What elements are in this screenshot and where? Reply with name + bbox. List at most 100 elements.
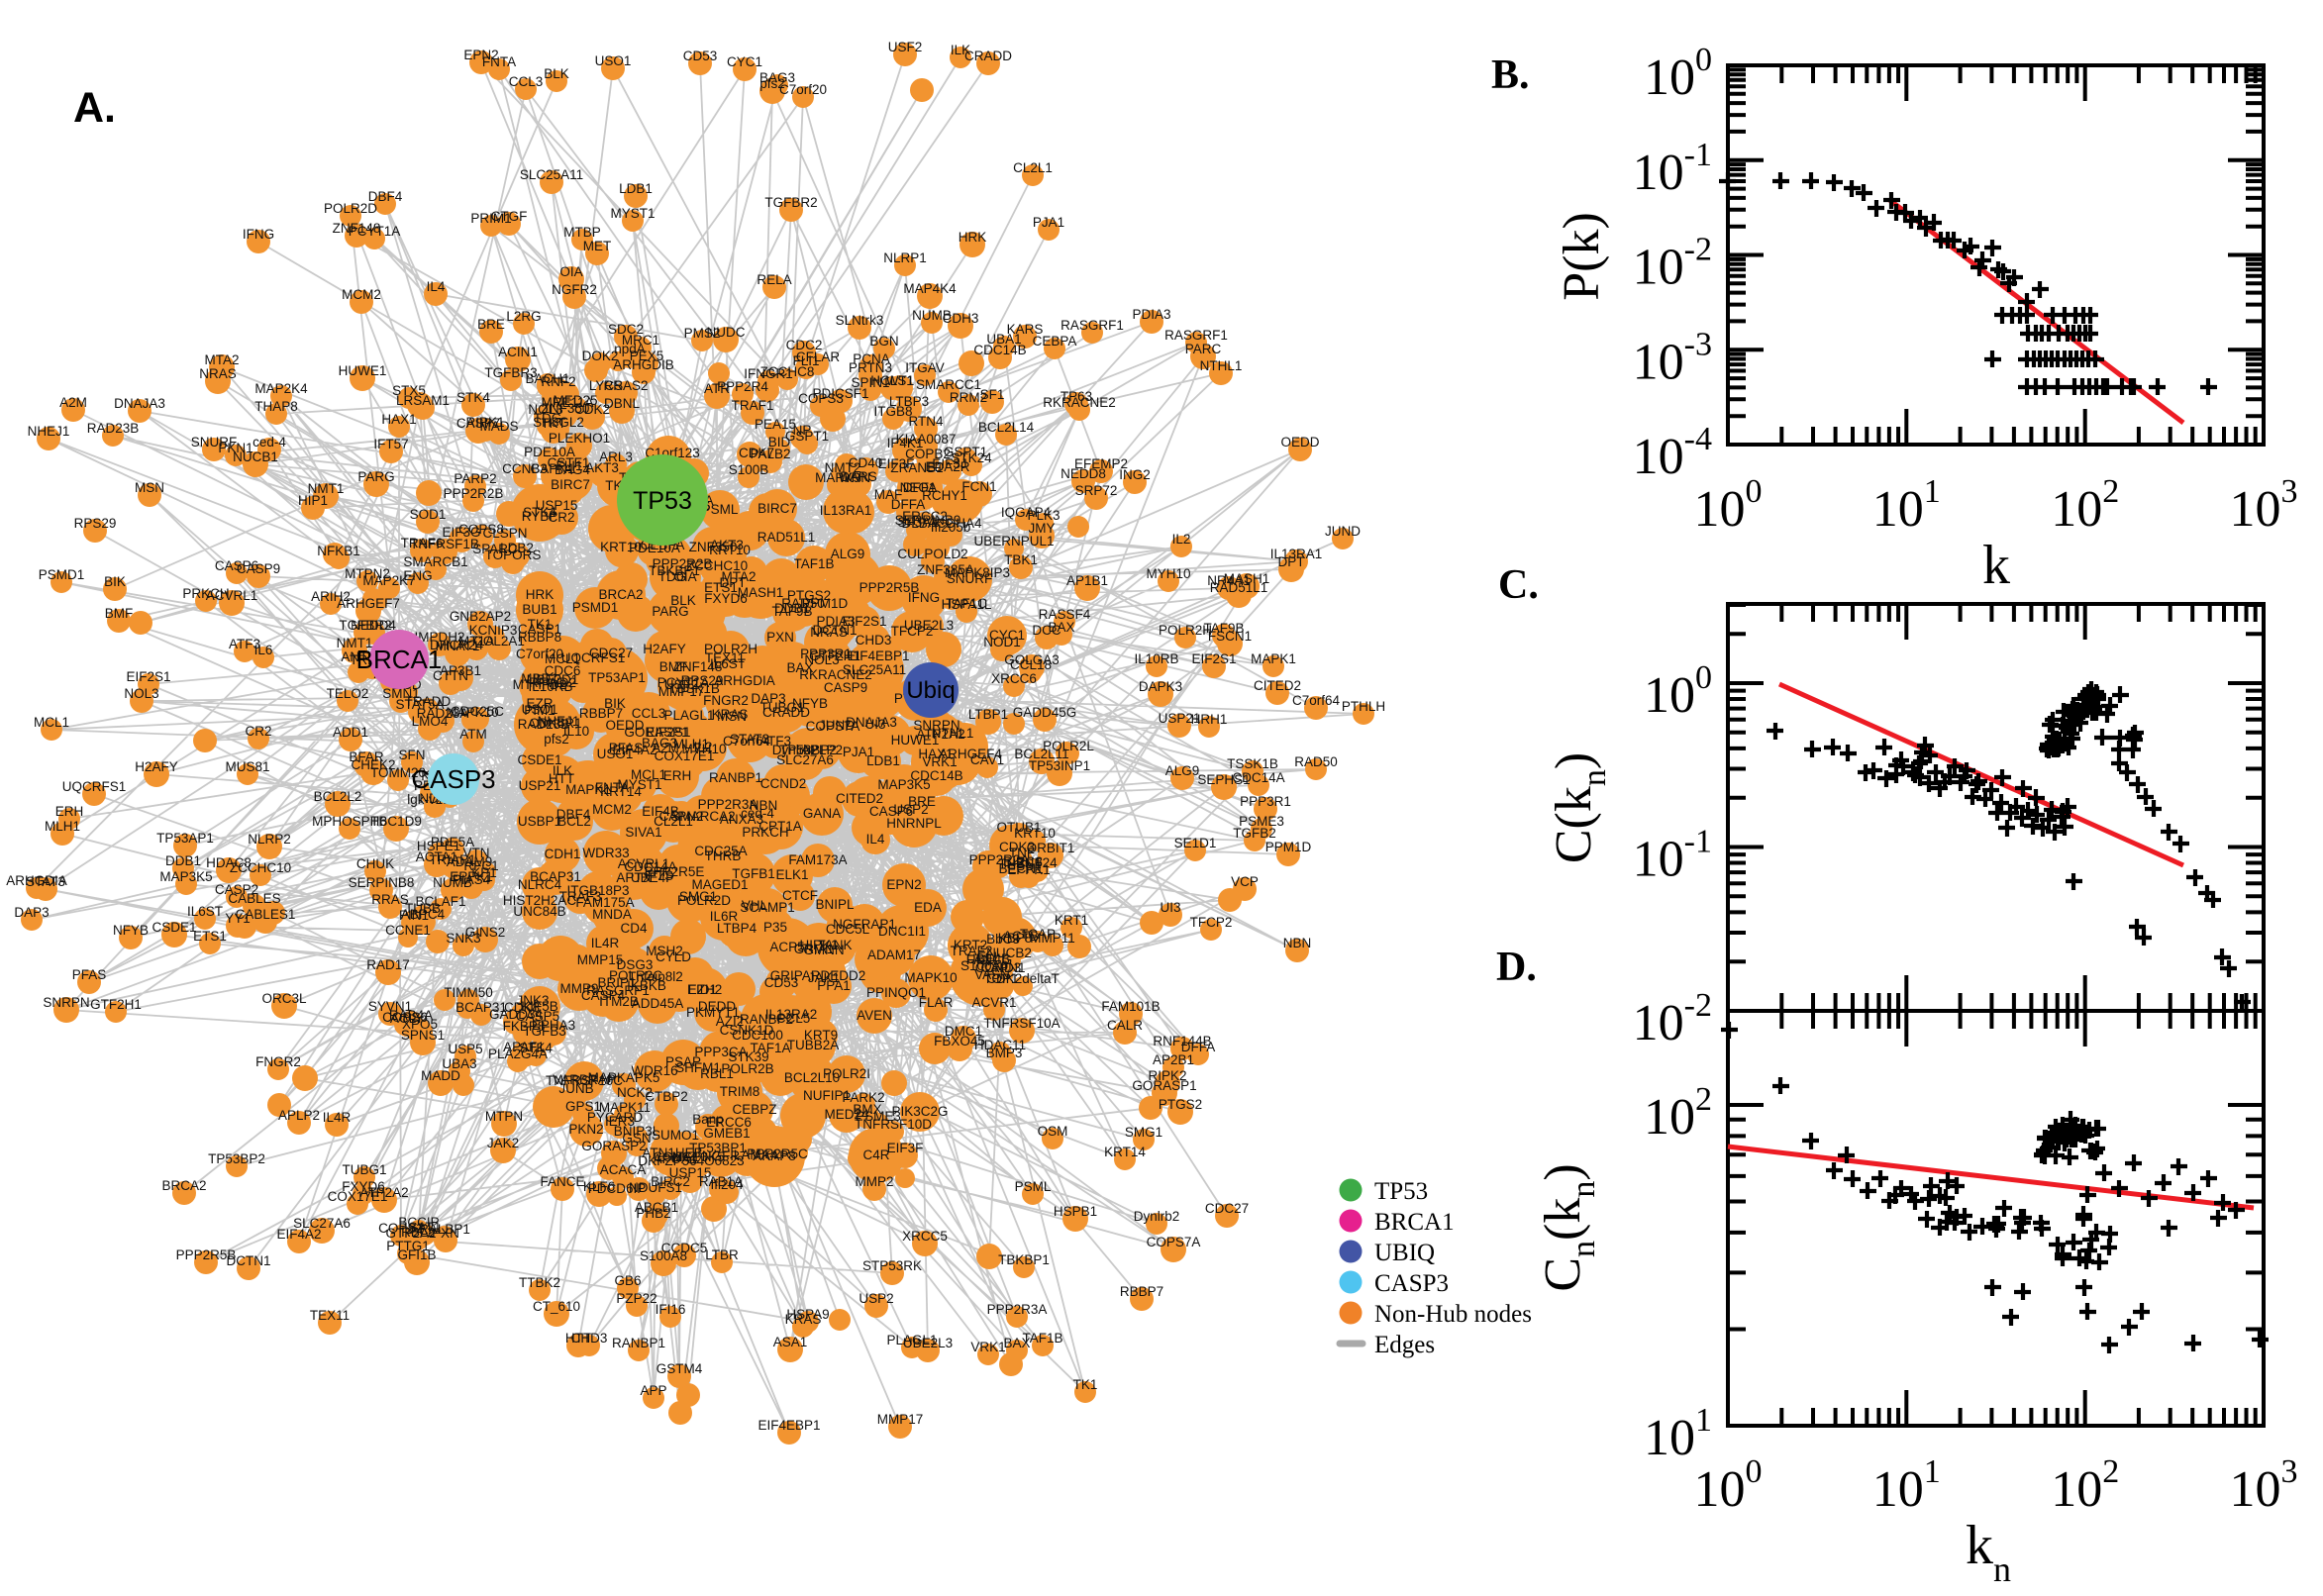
svg-text:PTGS2: PTGS2 bbox=[1159, 1097, 1202, 1112]
svg-text:PXN: PXN bbox=[432, 1226, 459, 1241]
svg-text:NMT1: NMT1 bbox=[337, 636, 373, 650]
svg-text:RYBP: RYBP bbox=[522, 509, 558, 524]
svg-text:DBF4: DBF4 bbox=[556, 807, 591, 822]
svg-text:USO1: USO1 bbox=[595, 53, 632, 68]
svg-text:NCK2: NCK2 bbox=[617, 1085, 653, 1100]
svg-text:LDB2: LDB2 bbox=[500, 541, 534, 555]
svg-text:NGFRAP1: NGFRAP1 bbox=[833, 917, 896, 932]
svg-text:Ifi205b: Ifi205b bbox=[931, 520, 971, 535]
svg-text:CSDE1: CSDE1 bbox=[152, 920, 196, 935]
svg-text:PYCARD: PYCARD bbox=[587, 1110, 644, 1125]
svg-text:BRCA2: BRCA2 bbox=[598, 587, 643, 602]
svg-text:TP53: TP53 bbox=[1374, 1178, 1428, 1205]
svg-text:HUWE1: HUWE1 bbox=[339, 363, 387, 378]
svg-text:NOL3: NOL3 bbox=[804, 652, 839, 667]
svg-text:DAP3: DAP3 bbox=[751, 691, 785, 706]
svg-text:P(k): P(k) bbox=[1554, 212, 1610, 301]
svg-text:USO1: USO1 bbox=[597, 747, 634, 761]
svg-text:CDK3: CDK3 bbox=[999, 840, 1035, 854]
svg-text:ERCC6: ERCC6 bbox=[706, 1115, 752, 1130]
svg-text:CASP6: CASP6 bbox=[215, 558, 258, 573]
svg-text:ACACA: ACACA bbox=[600, 1162, 647, 1177]
svg-text:TP53AP1: TP53AP1 bbox=[588, 670, 646, 685]
svg-text:IMPDH2: IMPDH2 bbox=[414, 630, 464, 645]
svg-text:Banp: Banp bbox=[692, 1112, 724, 1127]
svg-text:EIF4EBP1: EIF4EBP1 bbox=[758, 1418, 820, 1433]
svg-text:BUB1: BUB1 bbox=[522, 602, 556, 617]
svg-text:MAPKAPK5: MAPKAPK5 bbox=[588, 1070, 660, 1085]
svg-text:GSTM4: GSTM4 bbox=[656, 1361, 703, 1376]
svg-text:RIPK1: RIPK1 bbox=[465, 415, 504, 430]
svg-text:PPP2R3A: PPP2R3A bbox=[987, 1302, 1048, 1317]
svg-text:TP53BP1: TP53BP1 bbox=[689, 1141, 747, 1155]
svg-text:IL6: IL6 bbox=[254, 643, 273, 657]
svg-text:ALG9: ALG9 bbox=[831, 547, 865, 561]
svg-text:TBK1: TBK1 bbox=[1004, 552, 1038, 567]
svg-text:TDG: TDG bbox=[658, 569, 687, 584]
svg-text:XRCC5: XRCC5 bbox=[902, 1229, 948, 1244]
svg-text:C7orf64: C7orf64 bbox=[723, 734, 771, 748]
svg-text:103: 103 bbox=[2230, 473, 2298, 538]
svg-text:PDIA3: PDIA3 bbox=[816, 614, 855, 629]
svg-text:POLR2D: POLR2D bbox=[324, 201, 377, 216]
svg-text:DSG3: DSG3 bbox=[617, 957, 654, 972]
svg-text:BAX: BAX bbox=[786, 660, 813, 675]
svg-text:BCL2: BCL2 bbox=[557, 814, 591, 829]
svg-text:FSCN1: FSCN1 bbox=[1208, 629, 1252, 644]
svg-text:PPP3CA: PPP3CA bbox=[694, 1045, 747, 1059]
svg-text:HDAC8: HDAC8 bbox=[206, 855, 252, 870]
svg-text:L2RG: L2RG bbox=[506, 309, 541, 324]
svg-text:TEX11: TEX11 bbox=[705, 650, 745, 665]
svg-text:TEX11: TEX11 bbox=[310, 1308, 350, 1323]
svg-text:CCNE1: CCNE1 bbox=[385, 923, 431, 938]
svg-text:MMP17: MMP17 bbox=[877, 1412, 924, 1427]
svg-text:NFYB: NFYB bbox=[792, 696, 828, 711]
svg-text:USP2: USP2 bbox=[893, 802, 928, 817]
svg-text:IL6ST: IL6ST bbox=[187, 904, 223, 919]
svg-text:CDC14A: CDC14A bbox=[1232, 770, 1284, 785]
svg-text:KRT10: KRT10 bbox=[709, 543, 751, 557]
svg-text:ced-4: ced-4 bbox=[252, 435, 286, 449]
svg-text:CCND3: CCND3 bbox=[975, 960, 1022, 975]
svg-text:PPP2R2B: PPP2R2B bbox=[444, 486, 504, 501]
svg-text:ILK: ILK bbox=[553, 763, 572, 778]
svg-text:PPP2R2A: PPP2R2A bbox=[969, 852, 1030, 867]
svg-text:CAV1: CAV1 bbox=[970, 752, 1004, 767]
svg-text:C7orf20: C7orf20 bbox=[779, 82, 827, 97]
svg-text:CASP9: CASP9 bbox=[824, 680, 867, 695]
svg-text:PRIM1: PRIM1 bbox=[470, 211, 511, 226]
svg-text:EPN2: EPN2 bbox=[463, 48, 498, 62]
svg-text:CL2L1: CL2L1 bbox=[1013, 160, 1053, 175]
svg-text:SEPHS1: SEPHS1 bbox=[1197, 772, 1250, 787]
svg-text:SPARC: SPARC bbox=[472, 542, 518, 556]
svg-text:RAD23A: RAD23A bbox=[417, 706, 469, 721]
svg-text:CABLES1: CABLES1 bbox=[236, 907, 296, 922]
svg-text:NUDC: NUDC bbox=[707, 325, 746, 340]
svg-text:HSPB1: HSPB1 bbox=[1054, 1204, 1097, 1219]
svg-text:TP53: TP53 bbox=[633, 487, 692, 515]
svg-text:KRT14: KRT14 bbox=[600, 784, 642, 799]
svg-text:IL4R: IL4R bbox=[323, 1110, 352, 1125]
svg-text:Non-Hub nodes: Non-Hub nodes bbox=[1374, 1301, 1532, 1328]
svg-text:RTN4: RTN4 bbox=[908, 414, 944, 429]
svg-text:NFYB: NFYB bbox=[113, 923, 149, 938]
svg-text:TTBK2: TTBK2 bbox=[519, 1275, 560, 1290]
svg-text:COPS8: COPS8 bbox=[458, 522, 504, 537]
svg-text:CASP3: CASP3 bbox=[1374, 1270, 1449, 1297]
svg-text:PSME3: PSME3 bbox=[1239, 814, 1284, 829]
svg-text:RAD23B: RAD23B bbox=[87, 421, 140, 436]
svg-text:UBIQ: UBIQ bbox=[1374, 1240, 1435, 1266]
svg-text:EIF3G: EIF3G bbox=[442, 525, 480, 540]
svg-text:CTBP2: CTBP2 bbox=[645, 1089, 688, 1104]
svg-text:BMP3: BMP3 bbox=[986, 1046, 1023, 1060]
svg-text:CRADD: CRADD bbox=[762, 705, 810, 720]
svg-text:APOA1: APOA1 bbox=[653, 1151, 697, 1166]
svg-text:GSN: GSN bbox=[622, 1131, 651, 1146]
svg-text:MRE11A: MRE11A bbox=[541, 395, 593, 410]
svg-text:TNFRSF10C: TNFRSF10C bbox=[546, 1073, 623, 1088]
svg-text:DOK2: DOK2 bbox=[582, 349, 619, 363]
svg-text:GOLGA3: GOLGA3 bbox=[1004, 652, 1060, 667]
svg-text:GTF2H1: GTF2H1 bbox=[809, 648, 860, 663]
svg-text:CCL5: CCL5 bbox=[776, 1011, 811, 1026]
svg-text:EDA: EDA bbox=[914, 900, 942, 915]
